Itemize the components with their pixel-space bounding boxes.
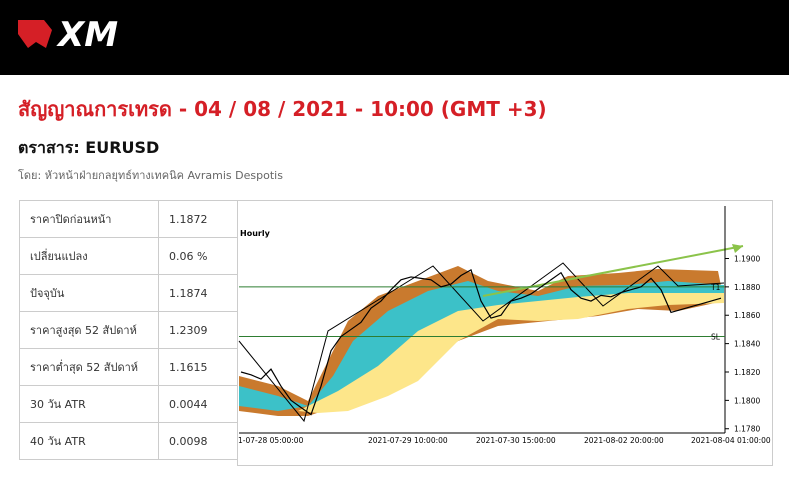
table-row: 30 วัน ATR 0.0044 [19,385,238,423]
y-tick-label: 1.1880 [734,283,760,292]
y-tick-label: 1.1820 [734,368,760,377]
logo-text: XM [56,15,118,55]
chart-title: Hourly [240,229,271,238]
target-arrow [482,245,744,297]
x-tick-label: 2021-08-04 01:00:00 [691,436,771,445]
row-value: 0.0098 [158,422,238,460]
chart-bg [238,201,772,465]
x-tick-label: 2021-07-30 15:00:00 [476,436,556,445]
table-row: ราคาปิดก่อนหน้า 1.1872 [19,200,238,238]
x-tick-label: 2021-08-02 20:00:00 [584,436,664,445]
table-row: ปัจจุบัน 1.1874 [19,274,238,312]
y-tick-label: 1.1900 [734,254,760,263]
page-title: สัญญาณการเทรด - 04 / 08 / 2021 - 10:00 (… [18,97,547,121]
logo: XM [18,15,118,55]
row-label: 40 วัน ATR [19,422,159,460]
table-row: ราคาสูงสุด 52 สัปดาห์ 1.2309 [19,311,238,349]
row-label: ปัจจุบัน [19,274,159,312]
table-row: 40 วัน ATR 0.0098 [19,422,238,460]
stats-table: ราคาปิดก่อนหน้า 1.1872 เปลี่ยนแปลง 0.06 % ปั… [19,200,238,460]
row-value: 1.2309 [158,311,238,349]
y-tick-label: 1.1840 [734,340,760,349]
row-value: 0.0044 [158,385,238,423]
y-tick-label: 1.1800 [734,396,760,405]
band-lower [298,293,724,413]
target-line-label: T1 [710,283,721,292]
arrow-head [732,244,743,253]
row-label: ราคาสูงสุด 52 สัปดาห์ [19,311,159,349]
zigzag [238,262,725,423]
row-value: 1.1872 [158,200,238,238]
y-tick-label: 1.1860 [734,311,760,320]
logo-icon [18,20,52,48]
row-label: ราคาปิดก่อนหน้า [19,200,159,238]
author: โดย: หัวหน้าฝ่ายกลยุทธ์ทางเทคนิค Avramis… [18,169,283,182]
table-row: ราคาต่ำสุด 52 สัปดาห์ 1.1615 [19,348,238,386]
y-tick-label: 1.1780 [734,425,760,434]
row-label: เปลี่ยนแปลง [19,237,159,275]
row-value: 1.1615 [158,348,238,386]
price-line [240,268,722,416]
row-label: ราคาต่ำสุด 52 สัปดาห์ [19,348,159,386]
header: XM [0,0,789,75]
instrument: ตราสาร: EURUSD [18,138,160,157]
table-row: เปลี่ยนแปลง 0.06 % [19,237,238,275]
row-label: 30 วัน ATR [19,385,159,423]
x-tick-label: 1-07-28 05:00:00 [238,436,304,445]
stop-loss-line-label: SL [711,333,721,342]
row-value: 1.1874 [158,274,238,312]
x-tick-label: 2021-07-29 10:00:00 [368,436,448,445]
chart: Hourly 1.1780 1.1800 1.1820 1.1840 1.1860 1.18… [237,200,773,466]
row-value: 0.06 % [158,237,238,275]
